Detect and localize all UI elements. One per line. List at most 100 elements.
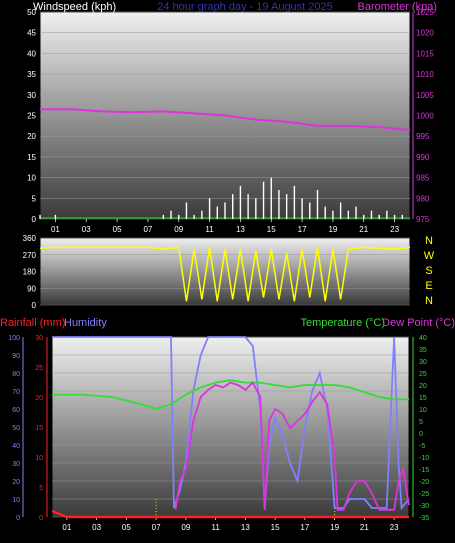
humidity-line [52, 336, 410, 511]
temperature-tick-label: -10 [419, 455, 429, 462]
humidity-tick-label: 20 [12, 479, 20, 486]
panel1-x-tick-label: 11 [205, 225, 214, 234]
panel3-x-tick-label: 15 [271, 523, 280, 532]
humidity-tick-label: 0 [16, 515, 20, 522]
windspeed-label: Windspeed (kph) [33, 1, 116, 13]
humidity-tick-label: 70 [12, 389, 20, 396]
windspeed-tick-label: 20 [27, 132, 36, 141]
windspeed-tick-label: 15 [27, 153, 36, 162]
dewpoint-label: Dew Point (°C) [382, 317, 455, 329]
temperature-tick-label: 10 [419, 407, 427, 414]
barometer-tick-label: 1025 [416, 8, 434, 17]
windspeed-tick-label: 0 [32, 215, 37, 224]
panel3-x-tick-label: 05 [122, 523, 131, 532]
panel3-series [51, 336, 410, 519]
compass-label: N [425, 295, 433, 307]
panel3-x-tick-label: 11 [211, 523, 220, 532]
direction-tick-label: 270 [23, 251, 37, 260]
panel3-x-tick-label: 13 [241, 523, 250, 532]
windspeed-tick-label: 45 [27, 29, 36, 38]
direction-tick-label: 0 [32, 301, 37, 310]
rainfall-label: Rainfall (mm) [0, 317, 65, 329]
panel3-x-tick-label: 23 [390, 523, 399, 532]
panel2-gridlines [40, 237, 410, 306]
chart-title: 24 hour graph day - 19 August 2025 [157, 1, 333, 13]
barometer-tick-label: 1020 [416, 29, 434, 38]
panel1-gridlines [40, 11, 410, 220]
temperature-label: Temperature (°C) [301, 317, 385, 329]
humidity-axis: 0 10 20 30 40 50 60 70 80 90 100 [8, 335, 24, 522]
panel1-x-tick-label: 15 [267, 225, 276, 234]
windspeed-tick-label: 5 [32, 194, 37, 203]
rainfall-tick-label: 5 [39, 485, 43, 492]
rainfall-tick-label: 20 [35, 395, 43, 402]
humidity-tick-label: 80 [12, 371, 20, 378]
temperature-tick-label: 20 [419, 383, 427, 390]
panel3-x-tick-label: 01 [62, 523, 71, 532]
barometer-tick-label: 1010 [416, 70, 434, 79]
barometer-tick-label: 1005 [416, 91, 434, 100]
humidity-label: Humidity [64, 317, 107, 329]
panel1-x-tick-label: 13 [236, 225, 245, 234]
direction-tick-label: 90 [27, 284, 36, 293]
windspeed-tick-label: 50 [27, 8, 36, 17]
rainfall-tick-label: 25 [35, 365, 43, 372]
rainfall-axis: 0 5 10 15 20 25 30 [35, 335, 48, 522]
panel3-x-tick-label: 17 [300, 523, 309, 532]
panel1-x-tick-label: 09 [174, 225, 183, 234]
panel1-x-tick-label: 19 [328, 225, 337, 234]
temperature-tick-label: 0 [419, 431, 423, 438]
temperature-tick-label: 25 [419, 371, 427, 378]
barometer-tick-label: 975 [416, 215, 430, 224]
temperature-tick-label: -25 [419, 491, 429, 498]
rainfall-tick-label: 15 [35, 425, 43, 432]
panel1-x-tick-label: 17 [298, 225, 307, 234]
panel3-x-tick-label: 07 [152, 523, 161, 532]
windspeed-tick-label: 10 [27, 174, 36, 183]
temperature-tick-label: 5 [419, 419, 423, 426]
humidity-tick-label: 100 [8, 335, 20, 342]
barometer-tick-label: 990 [416, 153, 430, 162]
panel1-x-tick-label: 01 [51, 225, 60, 234]
panel1-x-tick-label: 07 [143, 225, 152, 234]
rain-humidity-temp-panel: Rainfall (mm) Humidity Temperature (°C) … [0, 317, 455, 532]
barometer-tick-label: 985 [416, 174, 430, 183]
barometer-tick-label: 980 [416, 194, 430, 203]
barometer-tick-label: 995 [416, 132, 430, 141]
temperature-tick-label: 30 [419, 359, 427, 366]
wind-barometer-panel: Windspeed (kph) 24 hour graph day - 19 A… [27, 1, 437, 234]
temperature-tick-label: 15 [419, 395, 427, 402]
panel1-x-tick-label: 03 [82, 225, 91, 234]
panel1-time-axis: 01 03 05 07 09 11 13 15 17 19 21 23 [51, 219, 400, 234]
compass-label: E [425, 280, 432, 292]
direction-tick-label: 180 [23, 268, 37, 277]
temperature-tick-label: -5 [419, 443, 425, 450]
rainfall-line [51, 509, 409, 519]
temperature-tick-label: -15 [419, 467, 429, 474]
panel3-gridlines [52, 336, 409, 518]
panel3-x-tick-label: 09 [181, 523, 190, 532]
panel1-x-tick-label: 21 [359, 225, 368, 234]
panel3-x-tick-label: 03 [92, 523, 101, 532]
humidity-tick-label: 40 [12, 443, 20, 450]
panel1-x-tick-label: 05 [113, 225, 122, 234]
rainfall-tick-label: 10 [35, 455, 43, 462]
panel3-x-tick-label: 19 [330, 523, 339, 532]
temperature-tick-label: -30 [419, 503, 429, 510]
temperature-tick-label: -35 [419, 515, 429, 522]
humidity-tick-label: 10 [12, 497, 20, 504]
barometer-tick-label: 1000 [416, 112, 434, 121]
windspeed-axis: 0 5 10 15 20 25 30 35 40 45 50 [27, 8, 36, 224]
wind-direction-line [39, 246, 411, 302]
panel3-time-axis: 01 03 05 07 09 11 13 15 17 19 21 23 [62, 517, 399, 532]
temperature-tick-label: 35 [419, 347, 427, 354]
panel2-series [39, 246, 411, 302]
windspeed-tick-label: 25 [27, 112, 36, 121]
windspeed-tick-label: 40 [27, 49, 36, 58]
humidity-tick-label: 30 [12, 461, 20, 468]
direction-tick-label: 360 [23, 234, 37, 243]
barometer-axis: 975 980 985 990 995 1000 1005 1010 1015 1020 1025 [412, 8, 434, 224]
